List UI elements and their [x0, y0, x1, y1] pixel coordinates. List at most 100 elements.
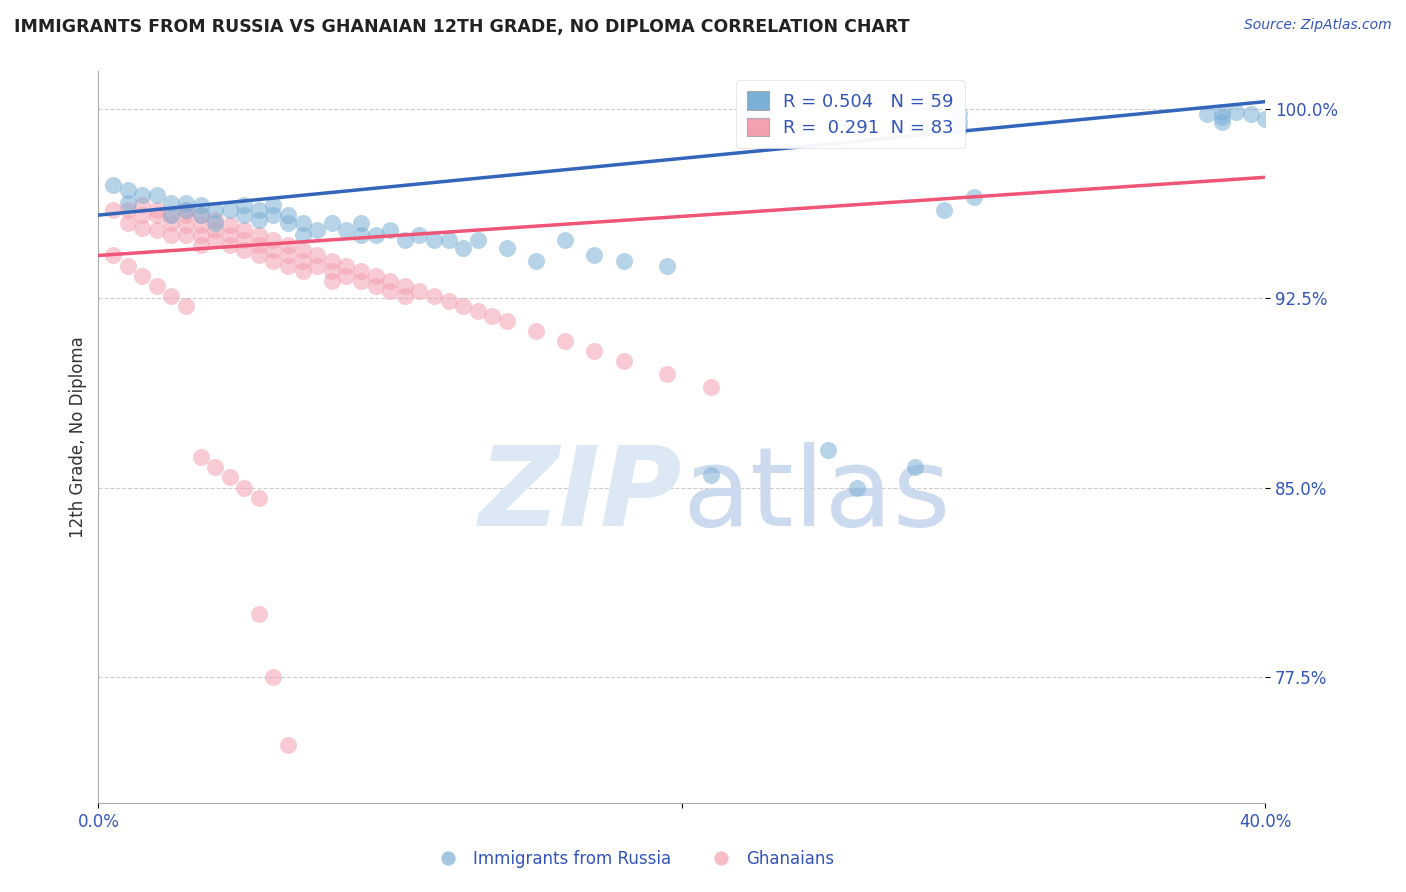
- Point: [291, 263, 314, 277]
- Point: [335, 259, 357, 273]
- Point: [437, 293, 460, 308]
- Point: [583, 344, 606, 359]
- Point: [350, 263, 373, 277]
- Point: [262, 253, 284, 268]
- Point: [204, 223, 226, 237]
- Point: [948, 115, 970, 129]
- Point: [467, 233, 489, 247]
- Point: [817, 442, 839, 457]
- Point: [218, 218, 240, 232]
- Point: [233, 223, 256, 237]
- Point: [262, 670, 284, 684]
- Point: [160, 228, 183, 243]
- Point: [277, 208, 299, 222]
- Point: [394, 233, 416, 247]
- Point: [291, 253, 314, 268]
- Point: [174, 203, 197, 218]
- Point: [174, 203, 197, 218]
- Point: [190, 228, 212, 243]
- Text: atlas: atlas: [682, 442, 950, 549]
- Point: [467, 304, 489, 318]
- Point: [233, 481, 256, 495]
- Point: [160, 289, 183, 303]
- Point: [146, 188, 169, 202]
- Point: [117, 183, 139, 197]
- Point: [554, 334, 576, 349]
- Point: [146, 223, 169, 237]
- Point: [291, 216, 314, 230]
- Point: [262, 233, 284, 247]
- Point: [146, 208, 169, 222]
- Point: [131, 188, 153, 202]
- Point: [423, 289, 446, 303]
- Point: [233, 244, 256, 258]
- Point: [160, 208, 183, 222]
- Point: [335, 268, 357, 283]
- Point: [437, 233, 460, 247]
- Point: [657, 259, 679, 273]
- Text: IMMIGRANTS FROM RUSSIA VS GHANAIAN 12TH GRADE, NO DIPLOMA CORRELATION CHART: IMMIGRANTS FROM RUSSIA VS GHANAIAN 12TH …: [14, 18, 910, 36]
- Point: [350, 228, 373, 243]
- Point: [423, 233, 446, 247]
- Point: [307, 248, 329, 262]
- Point: [262, 244, 284, 258]
- Point: [117, 195, 139, 210]
- Point: [131, 208, 153, 222]
- Point: [247, 228, 270, 243]
- Point: [218, 470, 240, 484]
- Point: [904, 460, 927, 475]
- Point: [277, 216, 299, 230]
- Point: [321, 263, 343, 277]
- Point: [218, 238, 240, 252]
- Point: [262, 208, 284, 222]
- Point: [612, 354, 634, 368]
- Point: [277, 248, 299, 262]
- Point: [451, 299, 474, 313]
- Point: [117, 203, 139, 218]
- Point: [612, 253, 634, 268]
- Point: [233, 198, 256, 212]
- Point: [394, 289, 416, 303]
- Legend: R = 0.504   N = 59, R =  0.291  N = 83: R = 0.504 N = 59, R = 0.291 N = 83: [737, 80, 965, 148]
- Point: [335, 223, 357, 237]
- Point: [160, 216, 183, 230]
- Point: [394, 278, 416, 293]
- Y-axis label: 12th Grade, No Diploma: 12th Grade, No Diploma: [69, 336, 87, 538]
- Text: ZIP: ZIP: [478, 442, 682, 549]
- Point: [378, 223, 402, 237]
- Point: [204, 213, 226, 227]
- Point: [350, 216, 373, 230]
- Point: [160, 195, 183, 210]
- Point: [101, 248, 124, 262]
- Point: [247, 491, 270, 505]
- Point: [657, 367, 679, 381]
- Point: [495, 241, 517, 255]
- Point: [408, 228, 430, 243]
- Point: [554, 233, 576, 247]
- Point: [408, 284, 430, 298]
- Point: [364, 228, 387, 243]
- Point: [321, 274, 343, 288]
- Point: [291, 228, 314, 243]
- Point: [700, 467, 723, 482]
- Point: [117, 216, 139, 230]
- Point: [524, 253, 547, 268]
- Legend: Immigrants from Russia, Ghanaians: Immigrants from Russia, Ghanaians: [425, 844, 841, 875]
- Point: [962, 190, 984, 204]
- Point: [934, 203, 956, 218]
- Point: [948, 107, 970, 121]
- Point: [174, 208, 197, 222]
- Point: [1211, 115, 1233, 129]
- Point: [1225, 104, 1247, 119]
- Point: [495, 314, 517, 328]
- Point: [307, 259, 329, 273]
- Point: [174, 195, 197, 210]
- Point: [247, 238, 270, 252]
- Point: [247, 203, 270, 218]
- Point: [160, 208, 183, 222]
- Point: [146, 278, 169, 293]
- Point: [451, 241, 474, 255]
- Point: [1240, 107, 1263, 121]
- Text: Source: ZipAtlas.com: Source: ZipAtlas.com: [1244, 18, 1392, 32]
- Point: [277, 738, 299, 752]
